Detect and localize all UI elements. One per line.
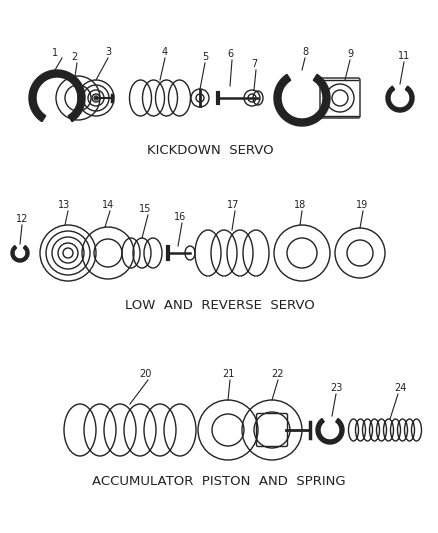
Text: 22: 22 <box>271 369 283 379</box>
Text: 23: 23 <box>329 383 341 393</box>
Text: 5: 5 <box>201 52 208 62</box>
Text: 11: 11 <box>397 51 409 61</box>
Text: 15: 15 <box>138 204 151 214</box>
Text: 1: 1 <box>52 48 58 58</box>
Polygon shape <box>315 418 343 444</box>
Text: 24: 24 <box>393 383 405 393</box>
Text: 6: 6 <box>226 49 233 59</box>
Text: 8: 8 <box>301 47 307 57</box>
Text: 4: 4 <box>162 47 168 57</box>
Polygon shape <box>11 246 29 262</box>
Text: 12: 12 <box>16 214 28 224</box>
Text: ACCUMULATOR  PISTON  AND  SPRING: ACCUMULATOR PISTON AND SPRING <box>92 475 345 489</box>
Polygon shape <box>29 70 85 122</box>
Text: LOW  AND  REVERSE  SERVO: LOW AND REVERSE SERVO <box>125 298 314 311</box>
Text: 3: 3 <box>105 47 111 57</box>
Text: 19: 19 <box>355 200 367 210</box>
Text: 16: 16 <box>173 212 186 222</box>
Text: 7: 7 <box>250 59 257 69</box>
Text: 18: 18 <box>293 200 305 210</box>
Polygon shape <box>385 86 413 112</box>
Text: KICKDOWN  SERVO: KICKDOWN SERVO <box>146 143 273 157</box>
Text: 2: 2 <box>71 52 77 62</box>
Text: 21: 21 <box>221 369 233 379</box>
Text: 17: 17 <box>226 200 239 210</box>
Polygon shape <box>273 75 329 126</box>
Text: 9: 9 <box>346 49 352 59</box>
Text: 20: 20 <box>138 369 151 379</box>
Text: 13: 13 <box>58 200 70 210</box>
Text: 14: 14 <box>102 200 114 210</box>
